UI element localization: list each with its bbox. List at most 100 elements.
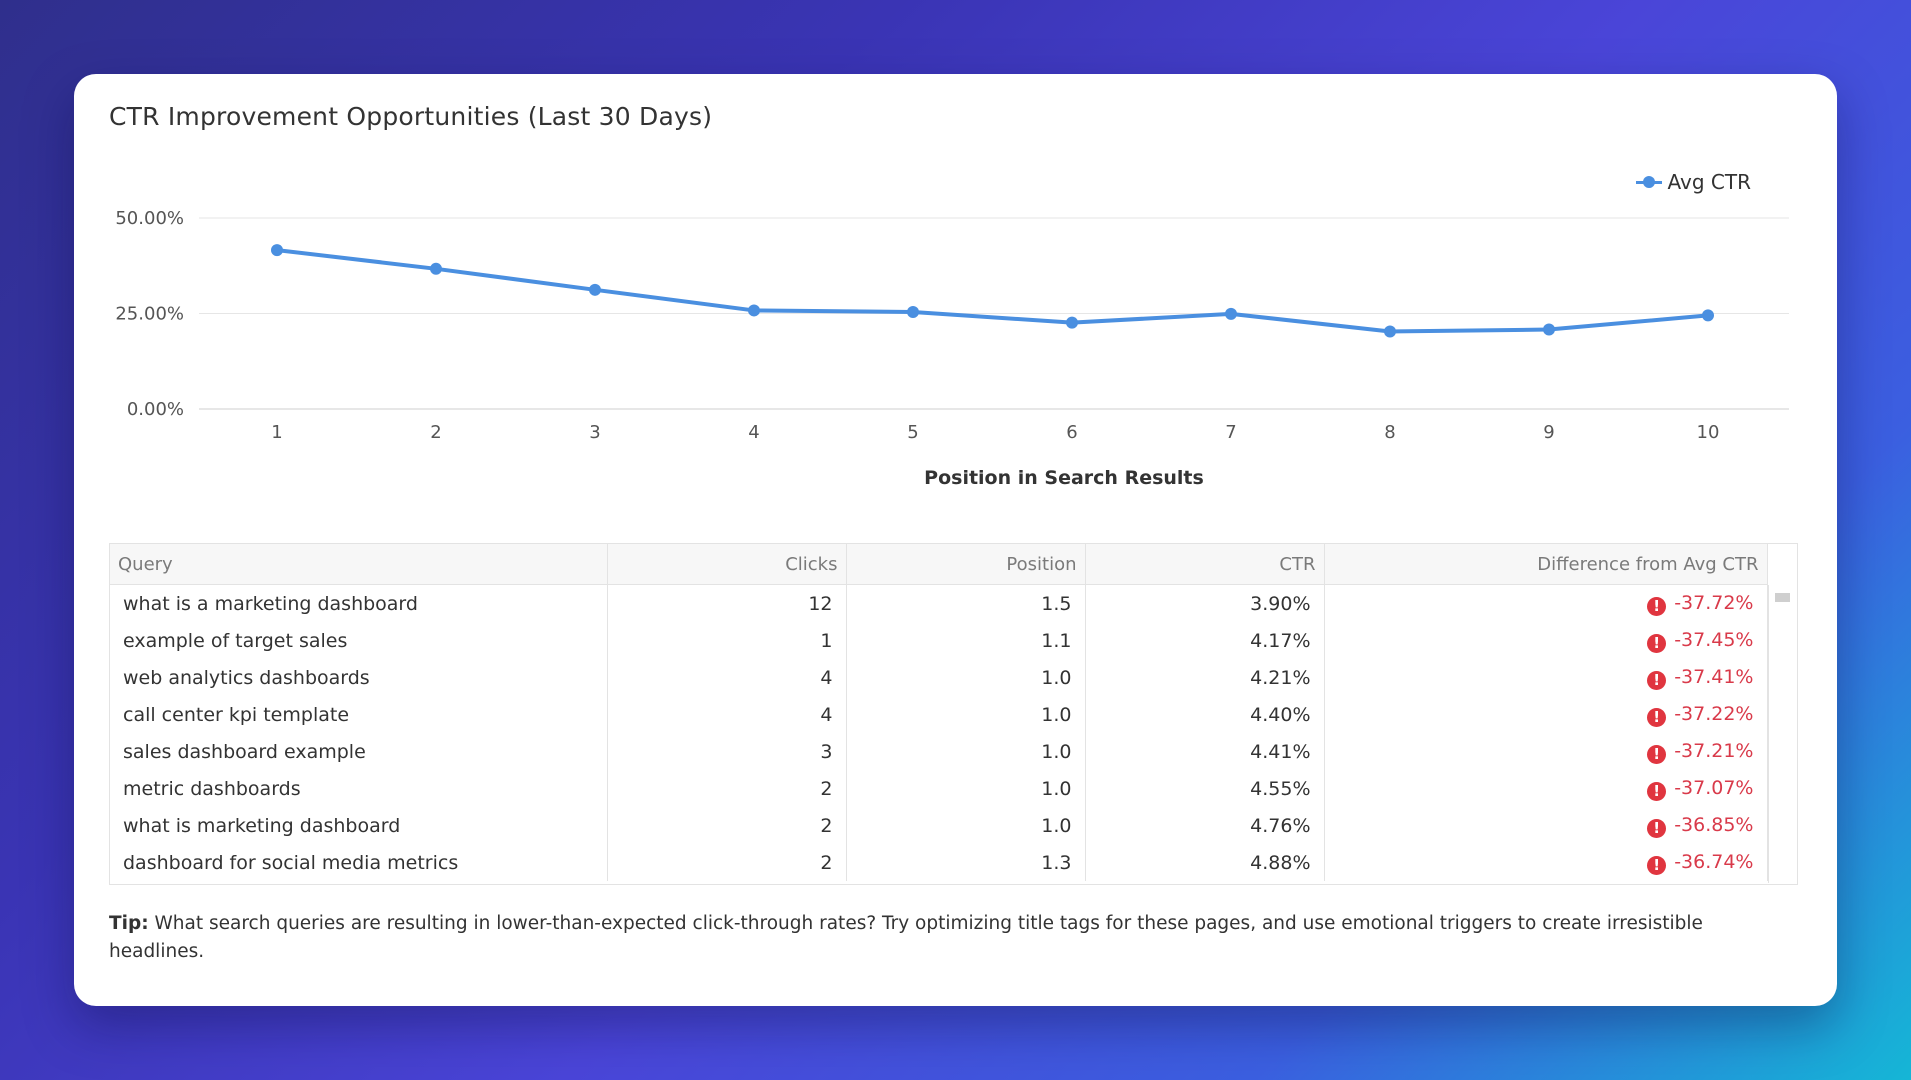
data-point — [271, 244, 283, 257]
clicks-cell: 4 — [607, 696, 847, 733]
position-cell: 1.0 — [846, 807, 1086, 844]
exclamation-circle-icon: ! — [1647, 744, 1667, 764]
clicks-cell: 12 — [607, 584, 847, 622]
queries-table: Query Clicks Position CTR Difference fro… — [109, 543, 1798, 885]
ctr-cell: 4.41% — [1085, 733, 1325, 770]
clicks-cell: 1 — [607, 622, 847, 659]
column-header-difference[interactable]: Difference from Avg CTR — [1324, 544, 1768, 585]
difference-value: -37.72% — [1674, 591, 1754, 614]
difference-value: -36.85% — [1674, 813, 1754, 836]
x-tick-label: 4 — [748, 422, 759, 443]
position-cell: 1.0 — [846, 770, 1086, 807]
query-cell: sales dashboard example — [110, 733, 608, 770]
legend-line-marker-icon — [1635, 175, 1662, 189]
x-tick-label: 5 — [907, 422, 918, 443]
ctr-line-chart: 0.00% 25.00% 50.00% 1 2 3 4 5 6 7 8 9 10 — [115, 208, 1789, 443]
table-row[interactable]: example of target sales 1 1.1 4.17%! -37.45% — [110, 622, 1768, 659]
difference-cell: ! -37.07% — [1324, 770, 1768, 807]
exclamation-circle-icon: ! — [1647, 633, 1667, 653]
data-point — [430, 262, 442, 275]
data-point — [1225, 307, 1237, 320]
position-cell: 1.0 — [846, 733, 1086, 770]
difference-value: -37.07% — [1674, 776, 1754, 799]
column-header-clicks[interactable]: Clicks — [607, 544, 847, 585]
x-tick-label: 1 — [271, 422, 282, 443]
query-cell: metric dashboards — [110, 770, 608, 807]
y-tick-label: 50.00% — [115, 208, 184, 229]
table-row[interactable]: sales dashboard example 3 1.0 4.41%! -37.21% — [110, 733, 1768, 770]
column-header-query[interactable]: Query — [110, 544, 608, 585]
tip-body: What search queries are resulting in low… — [109, 913, 1703, 962]
table-row[interactable]: dashboard for social media metrics 2 1.3 4.… — [110, 844, 1768, 881]
ctr-cell: 4.40% — [1085, 696, 1325, 733]
ctr-cell: 4.55% — [1085, 770, 1325, 807]
data-point — [907, 305, 919, 318]
query-cell: web analytics dashboards — [110, 659, 608, 696]
data-point — [748, 304, 760, 317]
position-cell: 1.0 — [846, 696, 1086, 733]
x-tick-label: 2 — [430, 422, 441, 443]
clicks-cell: 4 — [607, 659, 847, 696]
data-point — [1066, 316, 1078, 329]
exclamation-circle-icon: ! — [1647, 855, 1667, 875]
clicks-cell: 2 — [607, 770, 847, 807]
difference-value: -37.22% — [1674, 702, 1754, 725]
difference-value: -37.45% — [1674, 628, 1754, 651]
exclamation-circle-icon: ! — [1647, 596, 1667, 616]
column-header-position[interactable]: Position — [846, 544, 1086, 585]
tip-text: Tip: What search queries are resulting i… — [109, 910, 1799, 966]
data-point — [1543, 323, 1555, 336]
scrollbar-thumb[interactable] — [1775, 593, 1790, 602]
data-point — [589, 283, 601, 296]
clicks-cell: 2 — [607, 844, 847, 881]
table-header-row: Query Clicks Position CTR Difference fro… — [110, 544, 1768, 585]
column-header-ctr[interactable]: CTR — [1085, 544, 1325, 585]
chart-legend[interactable]: Avg CTR — [1635, 170, 1751, 194]
x-tick-label: 3 — [589, 422, 600, 443]
exclamation-circle-icon: ! — [1647, 781, 1667, 801]
table-row[interactable]: metric dashboards 2 1.0 4.55%! -37.07% — [110, 770, 1768, 807]
x-tick-label: 8 — [1384, 422, 1395, 443]
x-tick-label: 7 — [1225, 422, 1236, 443]
position-cell: 1.0 — [846, 659, 1086, 696]
difference-cell: ! -36.74% — [1324, 844, 1768, 881]
card-title: CTR Improvement Opportunities (Last 30 D… — [109, 102, 713, 131]
data-point — [1702, 309, 1714, 322]
table-body: what is a marketing dashboard 12 1.5 3.90%!… — [110, 584, 1768, 881]
ctr-cell: 4.88% — [1085, 844, 1325, 881]
difference-value: -37.41% — [1674, 665, 1754, 688]
ctr-cell: 4.21% — [1085, 659, 1325, 696]
query-cell: call center kpi template — [110, 696, 608, 733]
ctr-cell: 4.76% — [1085, 807, 1325, 844]
table-row[interactable]: call center kpi template 4 1.0 4.40%! -37.22… — [110, 696, 1768, 733]
x-tick-label: 10 — [1697, 422, 1720, 443]
y-tick-label: 0.00% — [127, 399, 184, 420]
table-row[interactable]: web analytics dashboards 4 1.0 4.21%! -37.41… — [110, 659, 1768, 696]
position-cell: 1.5 — [846, 584, 1086, 622]
difference-cell: ! -37.45% — [1324, 622, 1768, 659]
tip-label: Tip: — [109, 913, 149, 934]
table-row[interactable]: what is a marketing dashboard 12 1.5 3.90%!… — [110, 584, 1768, 622]
x-axis-title: Position in Search Results — [924, 467, 1204, 489]
ctr-cell: 4.17% — [1085, 622, 1325, 659]
y-tick-label: 25.00% — [115, 304, 184, 325]
difference-value: -37.21% — [1674, 739, 1754, 762]
position-cell: 1.1 — [846, 622, 1086, 659]
difference-cell: ! -37.72% — [1324, 584, 1768, 622]
query-cell: example of target sales — [110, 622, 608, 659]
table-scrollbar[interactable] — [1768, 585, 1797, 883]
table-row[interactable]: what is marketing dashboard 2 1.0 4.76%! -36… — [110, 807, 1768, 844]
difference-value: -36.74% — [1674, 850, 1754, 873]
exclamation-circle-icon: ! — [1647, 670, 1667, 690]
query-cell: dashboard for social media metrics — [110, 844, 608, 881]
exclamation-circle-icon: ! — [1647, 707, 1667, 727]
data-point — [1384, 325, 1396, 338]
difference-cell: ! -37.21% — [1324, 733, 1768, 770]
series-line — [276, 248, 1709, 334]
position-cell: 1.3 — [846, 844, 1086, 881]
x-tick-label: 6 — [1066, 422, 1077, 443]
ctr-card: CTR Improvement Opportunities (Last 30 D… — [74, 74, 1837, 1006]
ctr-cell: 3.90% — [1085, 584, 1325, 622]
query-cell: what is marketing dashboard — [110, 807, 608, 844]
query-cell: what is a marketing dashboard — [110, 584, 608, 622]
